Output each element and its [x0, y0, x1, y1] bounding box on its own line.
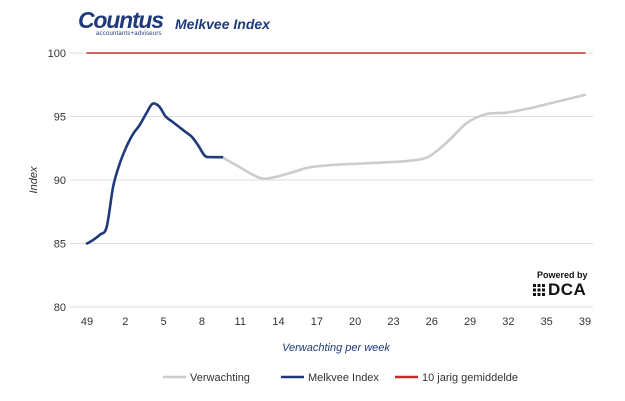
x-tick-label: 35: [541, 316, 553, 328]
series-line-verwachting: [220, 93, 587, 181]
legend-item: Melkvee Index: [281, 372, 379, 384]
countus-logo: Countus accountants+adviseurs: [78, 7, 164, 38]
y-tick-label: 85: [54, 239, 66, 251]
legend-item: Verwachting: [163, 372, 250, 384]
grid-lines: [70, 52, 593, 308]
x-axis-label: Verwachting per week: [282, 342, 390, 354]
chart-title: Melkvee Index: [175, 16, 270, 32]
x-tick-label: 8: [199, 316, 205, 328]
x-tick-label: 32: [502, 316, 514, 328]
x-tick-label: 39: [579, 316, 591, 328]
dca-grid-icon: [533, 284, 545, 296]
y-axis-label: Index: [28, 166, 40, 193]
legend: Verwachting Melkvee Index 10 jarig gemidde…: [163, 372, 518, 384]
x-tick-labels: 49 2 5 8 11 14 17 20 23 26 29 32 35 39: [81, 316, 591, 328]
powered-by-label: Powered by: [537, 270, 588, 280]
x-tick-label: 29: [464, 316, 476, 328]
legend-label: Verwachting: [190, 372, 250, 384]
y-tick-label: 95: [54, 112, 66, 124]
x-tick-label: 17: [311, 316, 323, 328]
x-tick-label: 26: [426, 316, 438, 328]
y-tick-label: 90: [54, 175, 66, 187]
x-tick-label: 14: [272, 316, 284, 328]
legend-label: Melkvee Index: [308, 372, 379, 384]
dca-wordmark: DCA: [548, 280, 587, 299]
series-lines: [85, 52, 587, 245]
legend-label: 10 jarig gemiddelde: [422, 372, 518, 384]
legend-item: 10 jarig gemiddelde: [395, 372, 518, 384]
x-tick-label: 20: [349, 316, 361, 328]
x-tick-label: 23: [387, 316, 399, 328]
logo-wordmark: Countus: [78, 7, 164, 33]
x-tick-label: 5: [161, 316, 167, 328]
x-tick-label: 49: [81, 316, 93, 328]
dca-logo: DCA: [533, 281, 603, 299]
series-line-melkvee-index: [85, 102, 224, 245]
y-tick-labels: 80 85 90 95 100: [48, 48, 66, 314]
x-tick-label: 2: [122, 316, 128, 328]
logo-tagline: accountants+adviseurs: [96, 31, 162, 37]
x-tick-label: 11: [235, 316, 246, 328]
y-tick-label: 80: [54, 302, 66, 314]
y-tick-label: 100: [48, 48, 66, 60]
powered-by-dca: Powered by DCA: [533, 270, 603, 299]
